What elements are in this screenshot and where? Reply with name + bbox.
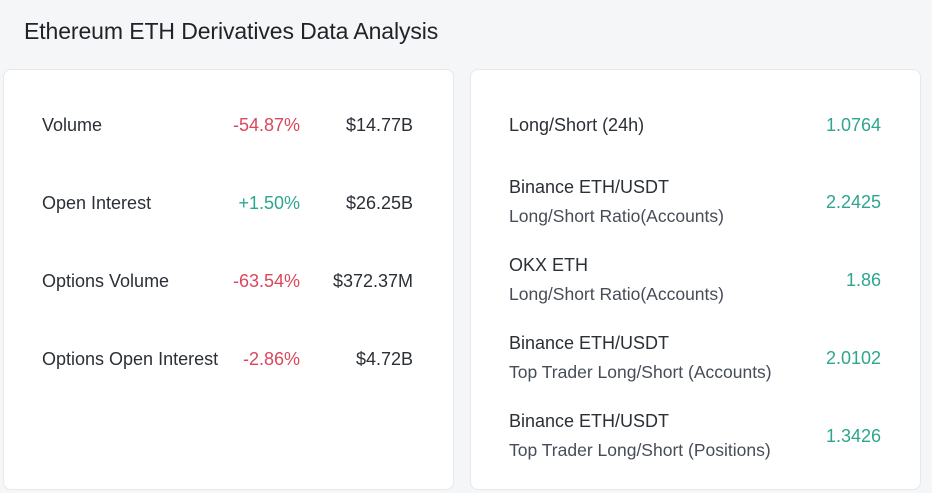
ratio-value: 1.3426 [825,426,881,446]
stat-row-options-open-interest: Options Open Interest -2.86% $4.72B [4,344,453,374]
ratio-value: 2.0102 [825,348,881,368]
ratio-label: Long/Short Ratio(Accounts) [509,206,724,226]
stat-row-open-interest: Open Interest +1.50% $26.25B [4,188,453,218]
ratio-row-long-short-24h: Long/Short (24h) 1.0764 [471,110,920,140]
ratio-row-okx-accounts: OKX ETH Long/Short Ratio(Accounts) 1.86 [471,250,920,310]
ratio-exchange: Binance ETH/USDT [509,333,670,353]
stat-label: Options Volume [42,271,170,291]
stat-label: Options Open Interest [42,349,219,369]
ratio-value: 2.2425 [825,192,881,212]
stat-amount: $4.72B [355,349,413,369]
stat-label: Open Interest [42,193,152,213]
derivatives-summary-card: Volume -54.87% $14.77B Open Interest +1.… [3,69,454,490]
ratio-exchange: Binance ETH/USDT [509,177,670,197]
stat-row-options-volume: Options Volume -63.54% $372.37M [4,266,453,296]
ratio-label: Long/Short (24h) [509,115,645,135]
long-short-ratio-card: Long/Short (24h) 1.0764 Binance ETH/USDT… [470,69,921,490]
ratio-label: Top Trader Long/Short (Positions) [509,440,771,460]
stat-amount: $372.37M [332,271,413,291]
stat-amount: $14.77B [345,115,413,135]
stat-label: Volume [42,115,103,135]
page-title: Ethereum ETH Derivatives Data Analysis [24,18,439,44]
ratio-label: Top Trader Long/Short (Accounts) [509,362,772,382]
ratio-label: Long/Short Ratio(Accounts) [509,284,724,304]
stat-amount: $26.25B [345,193,413,213]
ratio-value: 1.0764 [825,115,881,135]
stat-change: -2.86% [242,349,300,369]
ratio-row-binance-accounts: Binance ETH/USDT Long/Short Ratio(Accoun… [471,172,920,232]
ratio-value: 1.86 [845,270,881,290]
stat-row-volume: Volume -54.87% $14.77B [4,110,453,140]
stat-change: +1.50% [238,193,300,213]
ratio-row-binance-top-trader-positions: Binance ETH/USDT Top Trader Long/Short (… [471,406,920,466]
ratio-exchange: Binance ETH/USDT [509,411,670,431]
ratio-row-binance-top-trader-accounts: Binance ETH/USDT Top Trader Long/Short (… [471,328,920,388]
ratio-exchange: OKX ETH [509,255,589,275]
stat-change: -54.87% [232,115,300,135]
stat-change: -63.54% [232,271,300,291]
